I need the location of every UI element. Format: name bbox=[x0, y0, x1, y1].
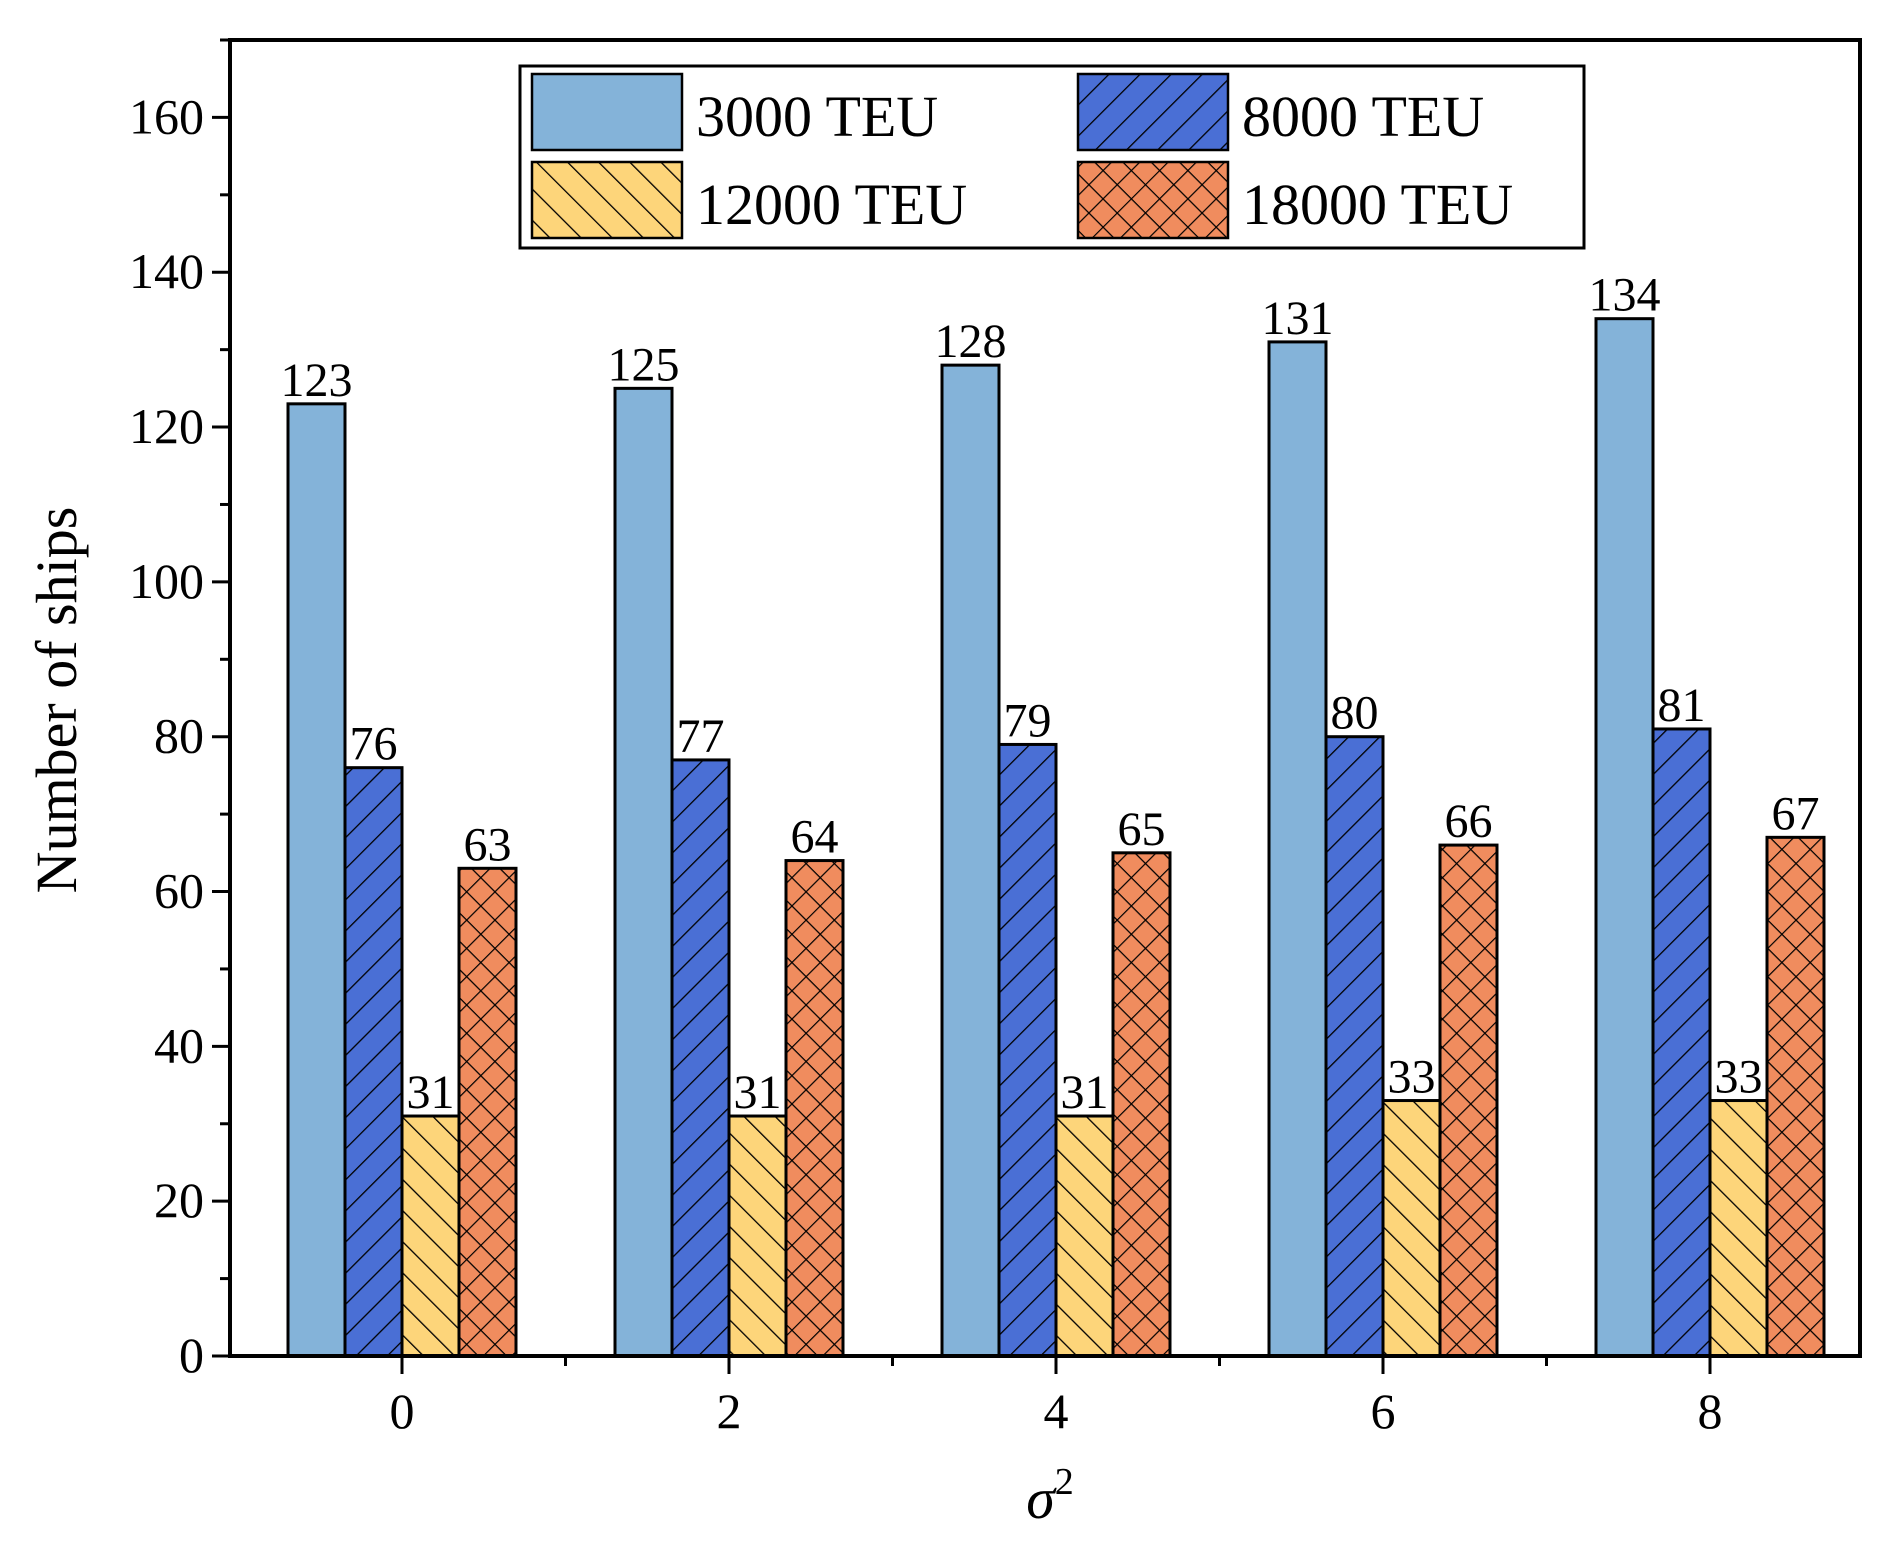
x-axis-label-symbol: σ bbox=[1026, 1466, 1057, 1531]
bar-18000-teu-sigma2-0 bbox=[457, 866, 518, 1358]
x-tick-label: 2 bbox=[717, 1383, 742, 1439]
x-axis-label: σ2 bbox=[1026, 1461, 1074, 1531]
bar-3000-teu-sigma2-4 bbox=[940, 363, 1001, 1358]
y-tick-label: 20 bbox=[154, 1172, 204, 1228]
bars-layer bbox=[286, 317, 1826, 1358]
data-label: 67 bbox=[1772, 787, 1820, 840]
legend: 3000 TEU 8000 TEU 12000 TEU 18000 TEU bbox=[518, 64, 1586, 250]
legend-label-8000-teu: 8000 TEU bbox=[1242, 84, 1484, 149]
bar-12000-teu-sigma2-2 bbox=[727, 1114, 788, 1358]
legend-label-3000-teu: 3000 TEU bbox=[696, 84, 938, 149]
data-label: 76 bbox=[350, 718, 398, 771]
bar-12000-teu-sigma2-8 bbox=[1708, 1099, 1769, 1358]
bar-12000-teu-sigma2-6 bbox=[1381, 1099, 1442, 1358]
y-tick-label: 80 bbox=[154, 708, 204, 764]
data-label: 131 bbox=[1262, 292, 1334, 345]
legend-swatch-3000-teu bbox=[530, 72, 684, 152]
bar-3000-teu-sigma2-2 bbox=[613, 386, 674, 1358]
bar-18000-teu-sigma2-4 bbox=[1111, 851, 1172, 1358]
y-axis-label: Number of ships bbox=[24, 507, 89, 894]
x-axis: 0 2 4 6 8 bbox=[390, 1356, 1723, 1439]
data-label: 33 bbox=[1715, 1051, 1763, 1104]
bar-18000-teu-sigma2-8 bbox=[1765, 835, 1826, 1358]
bar-12000-teu-sigma2-4 bbox=[1054, 1114, 1115, 1358]
data-label: 64 bbox=[791, 811, 839, 864]
bar-8000-teu-sigma2-2 bbox=[670, 758, 731, 1358]
data-label: 79 bbox=[1004, 694, 1052, 747]
bar-12000-teu-sigma2-0 bbox=[400, 1114, 461, 1358]
y-axis: 0 20 40 60 80 100 120 140 160 bbox=[129, 38, 230, 1383]
bar-18000-teu-sigma2-2 bbox=[784, 859, 845, 1358]
legend-label-18000-teu: 18000 TEU bbox=[1242, 172, 1513, 237]
bar-3000-teu-sigma2-8 bbox=[1594, 317, 1655, 1358]
y-tick-label: 160 bbox=[129, 88, 204, 144]
data-label: 66 bbox=[1445, 795, 1493, 848]
data-label: 134 bbox=[1589, 269, 1661, 322]
data-label: 31 bbox=[1061, 1066, 1109, 1119]
legend-label-12000-teu: 12000 TEU bbox=[696, 172, 967, 237]
data-label: 128 bbox=[935, 315, 1007, 368]
legend-swatch-8000-teu bbox=[1076, 72, 1230, 152]
data-label: 31 bbox=[734, 1066, 782, 1119]
bar-8000-teu-sigma2-6 bbox=[1324, 735, 1385, 1358]
y-tick-label: 140 bbox=[129, 243, 204, 299]
data-label: 31 bbox=[407, 1066, 455, 1119]
bar-8000-teu-sigma2-0 bbox=[343, 766, 404, 1358]
plot-frame bbox=[228, 38, 1862, 1358]
legend-box bbox=[518, 64, 1586, 250]
bar-3000-teu-sigma2-0 bbox=[286, 402, 347, 1358]
data-label: 80 bbox=[1331, 687, 1379, 740]
y-tick-label: 100 bbox=[129, 553, 204, 609]
bar-8000-teu-sigma2-8 bbox=[1651, 727, 1712, 1358]
data-label: 65 bbox=[1118, 803, 1166, 856]
y-tick-label: 40 bbox=[154, 1017, 204, 1073]
data-label: 63 bbox=[464, 818, 512, 871]
data-label: 33 bbox=[1388, 1051, 1436, 1104]
data-label: 81 bbox=[1658, 679, 1706, 732]
x-tick-label: 4 bbox=[1044, 1383, 1069, 1439]
legend-swatch-18000-teu bbox=[1076, 160, 1230, 240]
y-tick-label: 120 bbox=[129, 398, 204, 454]
y-tick-label: 0 bbox=[179, 1327, 204, 1383]
bar-8000-teu-sigma2-4 bbox=[997, 742, 1058, 1358]
data-label: 123 bbox=[281, 354, 353, 407]
data-label: 125 bbox=[608, 338, 680, 391]
x-tick-label: 0 bbox=[390, 1383, 415, 1439]
bar-3000-teu-sigma2-6 bbox=[1267, 340, 1328, 1358]
legend-swatch-12000-teu bbox=[530, 160, 684, 240]
x-tick-label: 8 bbox=[1698, 1383, 1723, 1439]
y-tick-label: 60 bbox=[154, 863, 204, 919]
data-label: 77 bbox=[677, 710, 725, 763]
data-labels-layer: 123 76 31 63 125 77 31 64 128 79 31 65 131 80 33 66 134 8… bbox=[281, 269, 1820, 1119]
x-axis-label-superscript: 2 bbox=[1055, 1461, 1074, 1503]
bar-18000-teu-sigma2-6 bbox=[1438, 843, 1499, 1358]
x-tick-label: 6 bbox=[1371, 1383, 1396, 1439]
